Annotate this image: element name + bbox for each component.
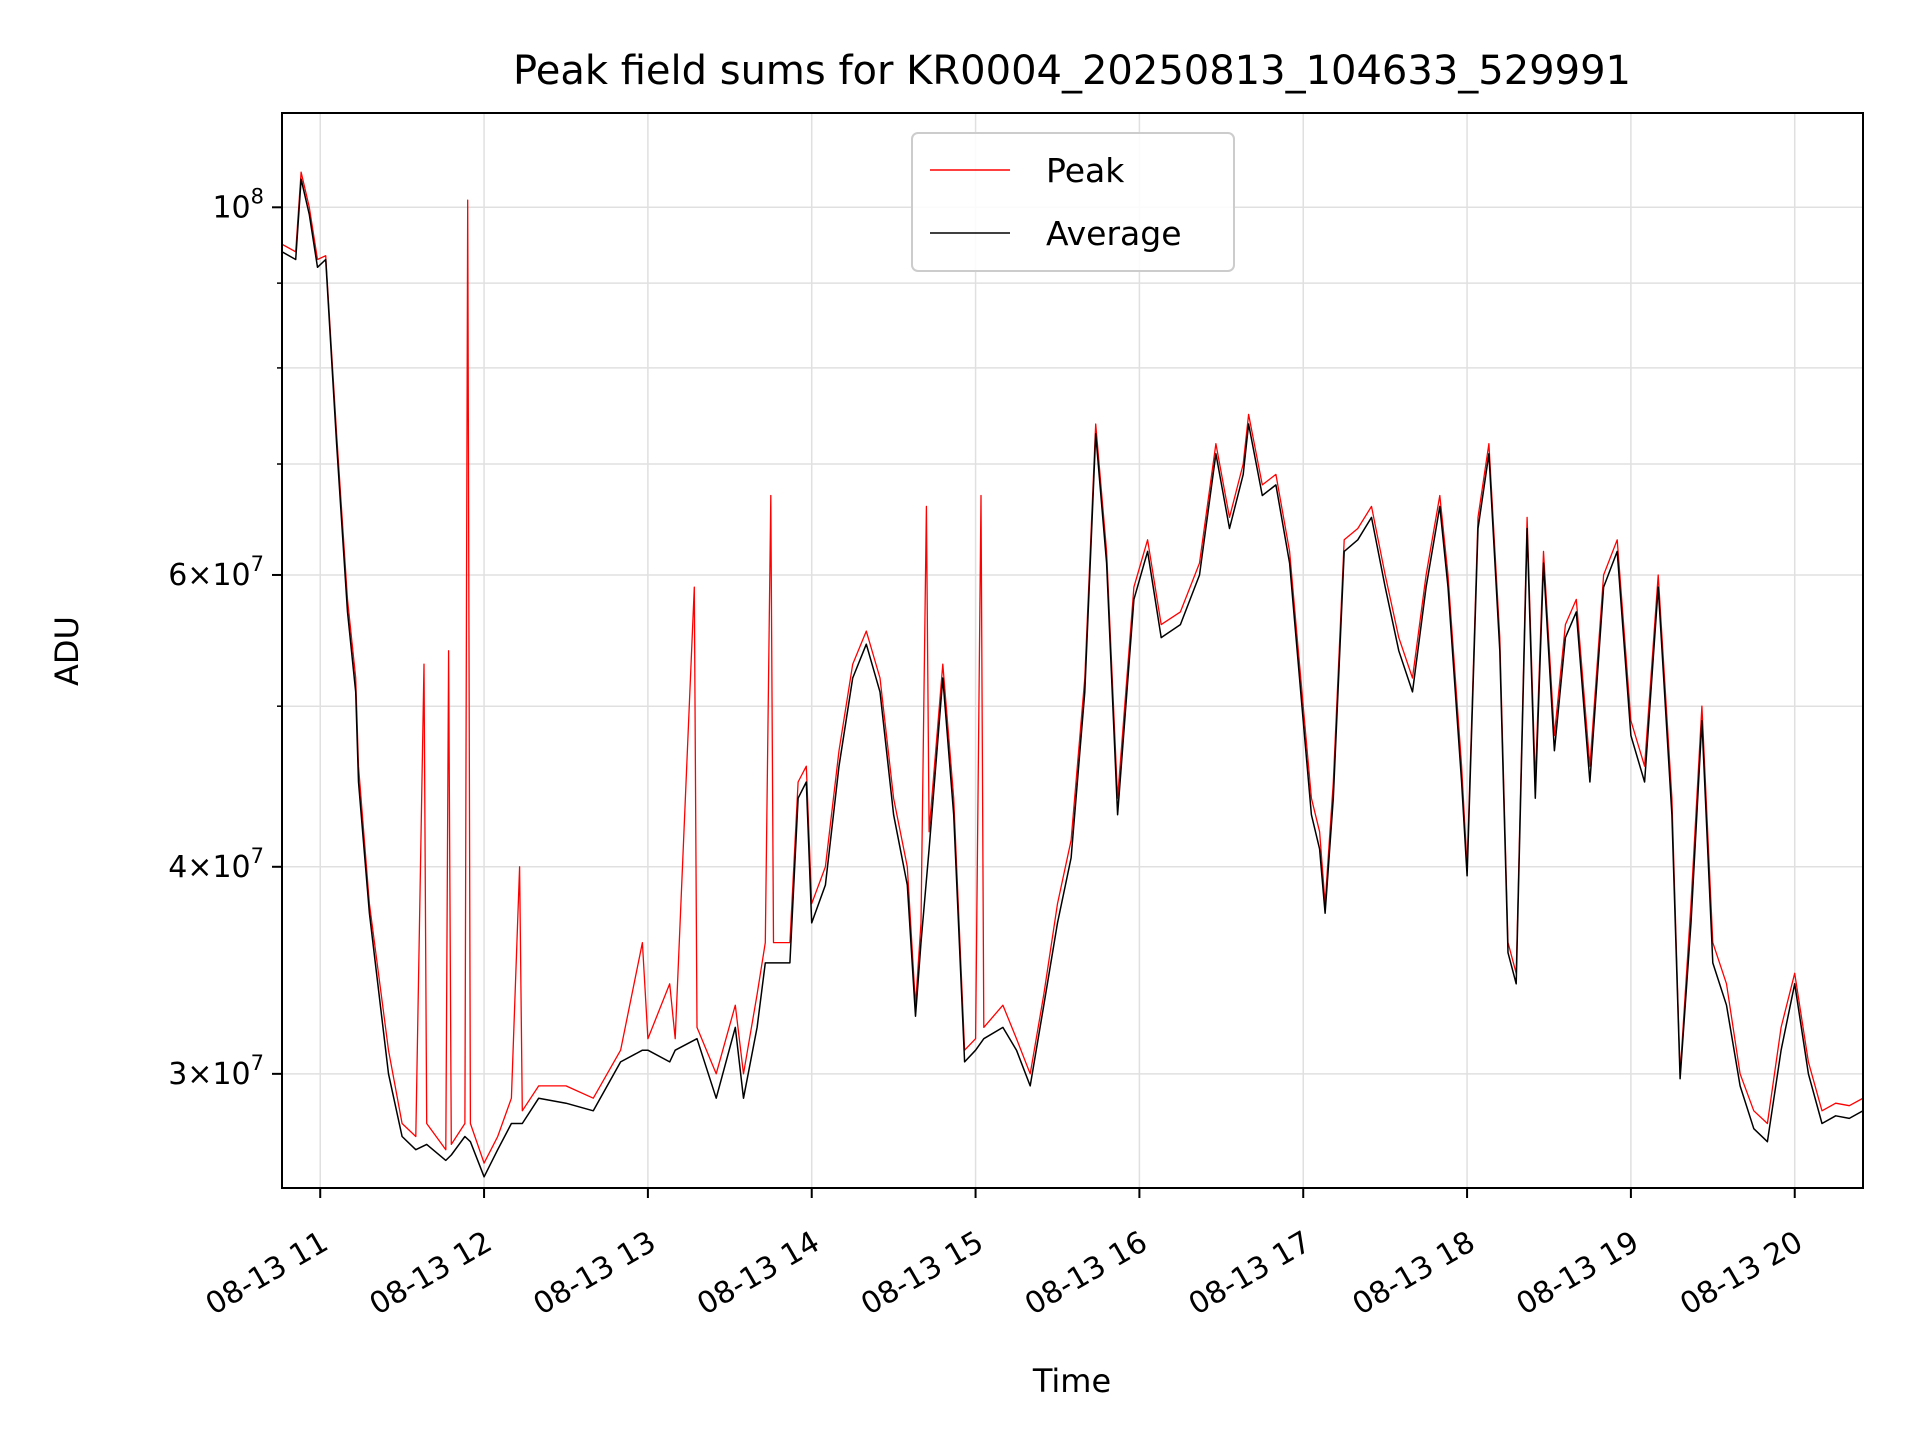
x-axis-title: Time [1032, 1362, 1111, 1400]
plot-frame [281, 112, 1864, 1189]
series-layer [282, 171, 1863, 1178]
chart-title: Peak field sums for KR0004_20250813_1046… [513, 48, 1631, 94]
y-axis-title: ADU [48, 616, 86, 686]
series-line-peak [282, 171, 1863, 1164]
y-tick-label: 108 [212, 184, 264, 225]
legend-label-peak: Peak [1046, 151, 1125, 190]
legend-label-average: Average [1046, 214, 1182, 253]
series-line-average [282, 178, 1863, 1178]
y-tick-label: 3×107 [168, 1051, 264, 1092]
legend-frame [911, 132, 1235, 272]
y-tick-label: 4×107 [168, 844, 264, 885]
y-tick-label: 6×107 [168, 552, 264, 593]
legend: Peak Average [911, 132, 1235, 272]
